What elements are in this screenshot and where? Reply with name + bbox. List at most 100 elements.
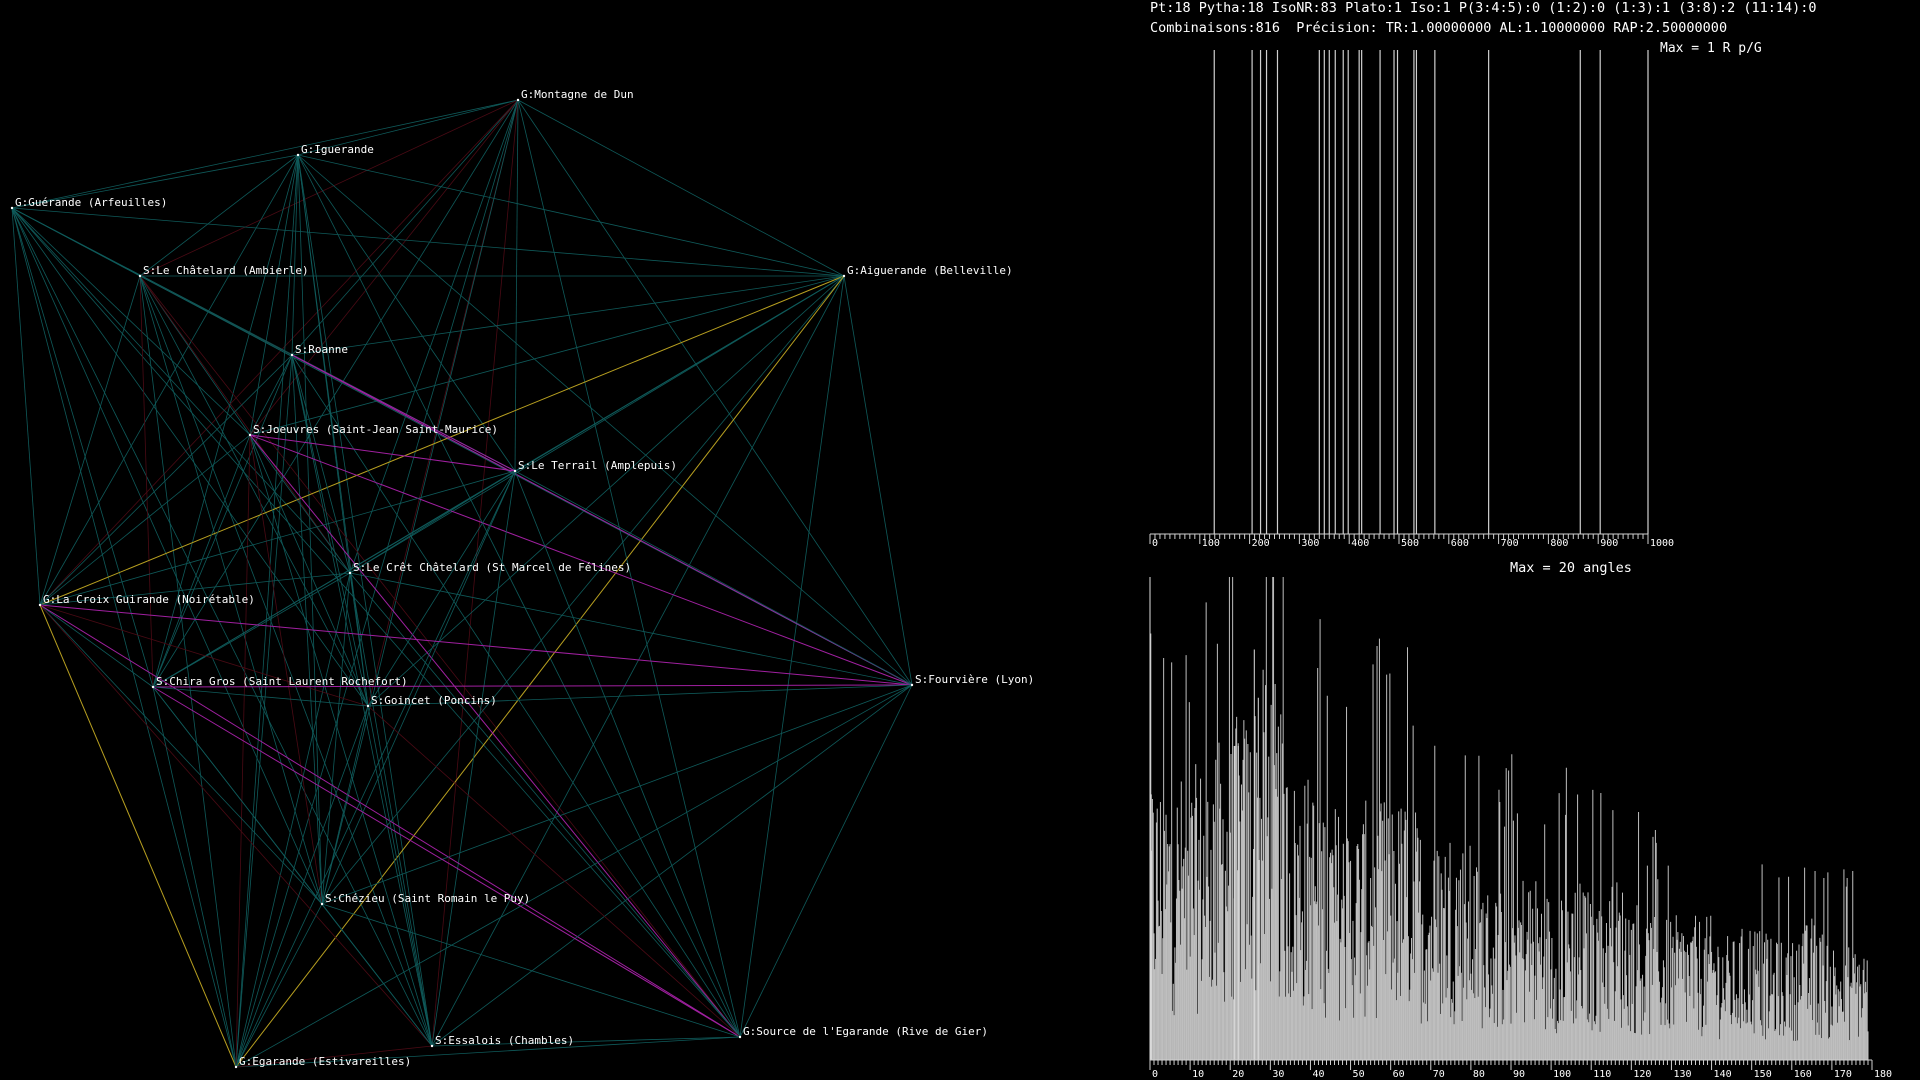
network-edge [291,354,913,686]
network-edge [367,684,913,707]
stats-line: Pt:18 Pytha:18 IsoNR:83 Plato:1 Iso:1 P(… [1150,0,1817,16]
network-edge [11,99,519,209]
angle-tick-label: 10 [1192,1069,1204,1080]
network-node-label: S:Joeuvres (Saint-Jean Saint-Maurice) [253,423,498,436]
network-edge [349,99,519,574]
angle-tick-label: 100 [1553,1069,1571,1080]
network-edge [297,154,433,1047]
network-edge [514,470,741,1038]
angle-tick-label: 70 [1433,1069,1445,1080]
network-edge [11,207,237,1068]
network-node [910,683,914,687]
network-edge [349,572,369,707]
network-node-label: S:Essalois (Chambles) [435,1034,574,1047]
network-edge [291,354,433,1047]
network-edge [235,354,293,1068]
network-edges [11,99,913,1068]
network-node-label: S:Chira Gros (Saint Laurent Rochefort) [156,675,408,688]
ratio-histogram-title: Max = 1 R p/G [1660,41,1762,56]
angle-tick-label: 30 [1272,1069,1284,1080]
network-edge [139,275,323,905]
network-edge [349,275,845,574]
network-edge [152,686,369,707]
network-edge [367,470,516,707]
network-edge [11,207,369,707]
network-node-label: S:Le Crêt Châtelard (St Marcel de Féline… [353,561,631,574]
network-edge [39,470,516,606]
angle-histogram-axis: 0 10 20 30 40 50 60 70 80 90 100 110 120 130 140 150 160… [1149,1059,1892,1080]
network-edge [739,275,845,1038]
network-edge [367,705,741,1038]
network-edge [39,604,237,1068]
network-node [738,1035,742,1039]
network-edge [249,434,369,707]
angle-histogram-title: Max = 20 angles [1510,560,1632,576]
network-edge [39,275,141,606]
network-edge [321,684,913,905]
network-edge [235,1045,433,1068]
network-edge [249,434,913,686]
network-edge [291,354,351,574]
network-node-label: G:Egarande (Estivareilles) [239,1055,411,1068]
network-edge [152,686,237,1068]
network-edge [139,275,433,1047]
network-edge [297,154,741,1038]
network-edge [235,275,845,1068]
ratio-tick-label: 500 [1401,538,1419,549]
angle-tick-label: 150 [1754,1069,1772,1080]
network-edge [39,604,433,1047]
network-node [513,469,517,473]
angle-tick-label: 170 [1834,1069,1852,1080]
network-edge [235,1036,741,1068]
network-edge [514,470,913,686]
network-node [10,206,14,210]
network-edge [321,572,351,905]
network-node [320,902,324,906]
network-edge [517,99,741,1038]
network-edge [517,99,845,277]
network-edge [39,154,299,606]
network-edge [249,434,741,1038]
ratio-tick-label: 400 [1351,538,1369,549]
network-node [234,1065,238,1069]
network-node-label: S:Roanne [295,343,348,356]
network-edge [39,434,251,606]
network-edge [291,275,845,356]
network-node-label: G:Source de l'Egarande (Rive de Gier) [743,1025,988,1038]
network-node [290,353,294,357]
network-edge [11,207,741,1038]
network-edge [739,684,913,1038]
network-edge [321,903,433,1047]
angle-tick-label: 60 [1393,1069,1405,1080]
network-node [296,153,300,157]
network-edge [431,1036,741,1047]
network-edge [297,154,516,472]
network-node-label: G:Aiguerande (Belleville) [847,264,1013,277]
network-edge [431,470,516,1047]
network-edge [139,275,351,574]
network-edge [291,154,299,356]
network-edge [349,572,741,1038]
network-edge [297,99,519,156]
network-edge [291,354,369,707]
network-edge [297,154,845,277]
network-edge [297,154,369,707]
network-edge [431,684,913,1047]
network-edge [367,705,433,1047]
network-edge [235,705,369,1068]
network-edge [349,470,516,574]
network-edge [249,434,323,905]
ratio-histogram-axis: 0 100 200 300 400 500 600 700 800 900 1000 [1149,533,1674,549]
ratio-tick-label: 0 [1152,538,1158,549]
network-edge [321,275,845,905]
ratio-tick-label: 600 [1451,538,1469,549]
network-node-label: G:Guérande (Arfeuilles) [15,196,167,209]
network-edge [152,684,913,688]
network-edge [11,207,433,1047]
angle-tick-label: 180 [1874,1069,1892,1080]
network-nodes: G:Montagne de Dun G:Iguerande G:Guérande (… [10,88,1034,1069]
network-edge [431,99,519,1047]
network-node [138,274,142,278]
network-edge [321,99,519,905]
network-edge [431,275,845,1047]
